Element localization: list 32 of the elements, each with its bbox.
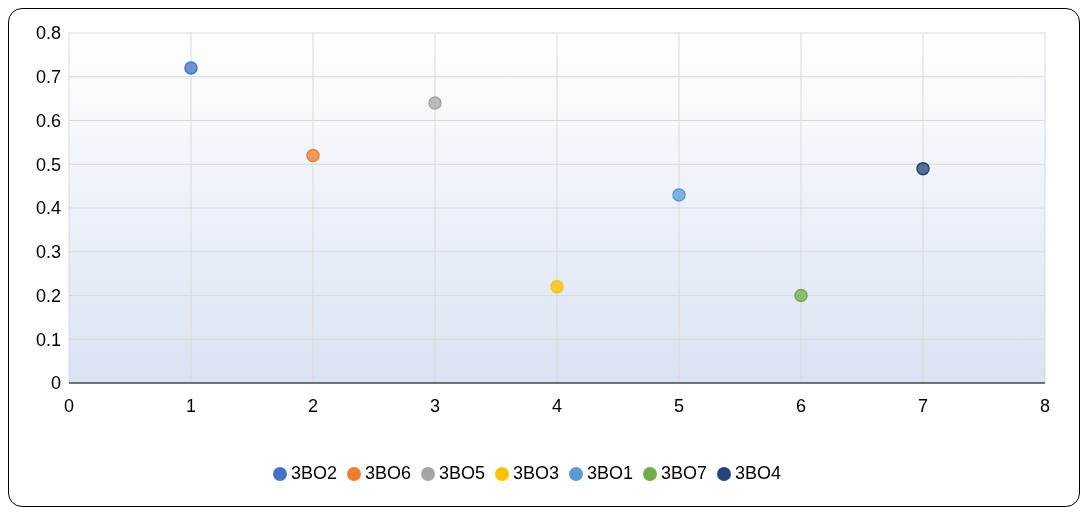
x-tick-label: 2: [307, 395, 319, 416]
y-tick-label: 0.7: [35, 67, 61, 88]
x-tick-label: 0: [63, 395, 75, 416]
y-tick-label: 0.2: [35, 285, 61, 306]
legend-label: 3BO7: [661, 463, 708, 483]
point: [916, 161, 930, 176]
legend-label: 3BO3: [512, 463, 560, 483]
point: [550, 280, 564, 294]
legend-label: 3BO5: [438, 463, 485, 483]
y-tick-label: 0.4: [35, 198, 61, 219]
y-tick-label: 0.5: [35, 154, 61, 175]
legend-label: 3BO2: [290, 463, 337, 483]
legend-label: 3BO4: [735, 463, 782, 483]
x-tick-label: 8: [1039, 395, 1051, 416]
y-tick-label: 0.8: [35, 23, 61, 44]
y-tick-label: 0.6: [35, 110, 61, 131]
point: [672, 188, 686, 202]
y-tick-label: 0.1: [35, 329, 61, 350]
point: [794, 288, 808, 303]
x-tick-label: 1: [185, 395, 197, 416]
x-tick-label: 5: [673, 395, 685, 416]
y-tick-label: 0: [50, 373, 61, 394]
x-tick-label: 7: [917, 395, 929, 416]
x-tick-label: 6: [795, 395, 807, 416]
x-tick-label: 4: [551, 395, 563, 416]
point: [306, 148, 320, 163]
legend-label: 3BO1: [587, 463, 634, 483]
x-tick-label: 3: [429, 395, 441, 416]
y-tick-label: 0.3: [35, 242, 61, 263]
point: [428, 96, 442, 110]
point: [184, 61, 198, 75]
legend-label: 3BO6: [364, 463, 411, 483]
